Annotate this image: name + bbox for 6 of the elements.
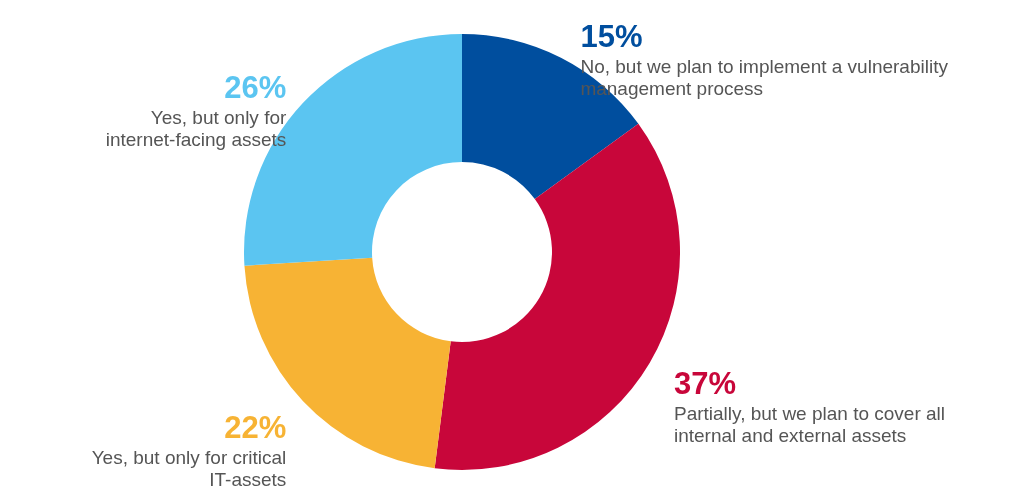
data-label: 37% [673, 366, 737, 402]
data-label: 26% [224, 70, 287, 106]
slice-label: Partially, but we plan to cover all internal and external assets [673, 403, 946, 447]
data-label: 22% [224, 409, 287, 445]
slice-label: Yes, but only for critical IT-assets [91, 446, 287, 490]
data-label: 15% [580, 19, 643, 55]
